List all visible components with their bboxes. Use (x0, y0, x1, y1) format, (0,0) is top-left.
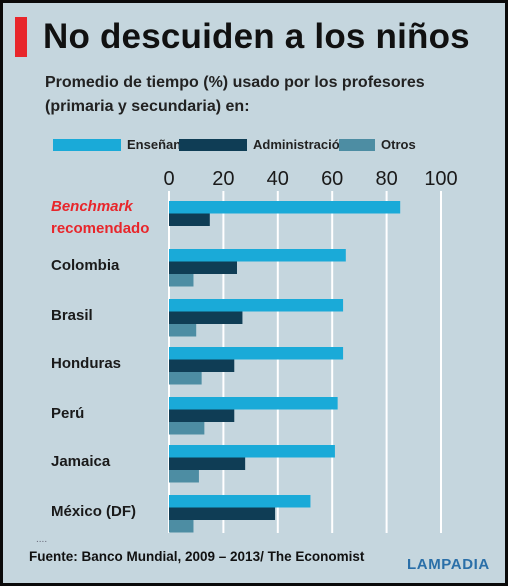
legend-label: Otros (381, 137, 416, 152)
legend-swatch-administraci-n (179, 139, 247, 151)
bar-ense-anza-1 (169, 249, 346, 262)
category-label: Perú (51, 405, 84, 422)
bar-otros-2 (169, 324, 197, 337)
chart-legend: Enseñanza Administración Otros (3, 135, 503, 157)
bar-administraci-n-4 (169, 409, 235, 422)
bar-otros-6 (169, 520, 194, 533)
bar-ense-anza-4 (169, 397, 338, 410)
category-label: Brasil (51, 307, 93, 324)
bar-administraci-n-0 (169, 213, 210, 226)
bar-ense-anza-5 (169, 445, 335, 458)
source-note: Fuente: Banco Mundial, 2009 – 2013/ The … (29, 549, 365, 564)
page-title: No descuiden a los niños (43, 17, 470, 56)
category-label: Jamaica (51, 453, 111, 470)
chart-subtitle: Promedio de tiempo (%) usado por los pro… (45, 74, 425, 115)
x-tick-label: 100 (424, 168, 457, 190)
bar-otros-3 (169, 372, 202, 385)
bar-administraci-n-3 (169, 359, 235, 372)
category-label: Colombia (51, 257, 120, 274)
bar-ense-anza-6 (169, 495, 311, 508)
bar-administraci-n-1 (169, 261, 237, 274)
x-tick-label: 60 (321, 168, 343, 190)
ellipsis-mark: .... (36, 534, 48, 545)
x-tick-label: 80 (375, 168, 397, 190)
lampadia-logo: LAMPADIA (407, 556, 490, 573)
bar-ense-anza-3 (169, 347, 344, 360)
bar-otros-5 (169, 470, 199, 483)
category-label: México (DF) (51, 503, 136, 520)
category-label: Benchmark (51, 198, 133, 215)
bar-administraci-n-5 (169, 457, 246, 470)
legend-label: Administración (253, 137, 348, 152)
bar-administraci-n-6 (169, 507, 276, 520)
bar-otros-1 (169, 274, 194, 287)
bar-ense-anza-0 (169, 201, 401, 214)
x-tick-label: 20 (212, 168, 234, 190)
category-label: recomendado (51, 220, 149, 237)
x-tick-label: 40 (267, 168, 289, 190)
bar-ense-anza-2 (169, 299, 344, 312)
x-tick-label: 0 (163, 168, 174, 190)
bar-otros-4 (169, 422, 205, 435)
bar-chart: 0 20 40 60 80 100 Benchmark recomendado Colombia… (51, 168, 458, 533)
bar-administraci-n-2 (169, 311, 243, 324)
title-accent-bar (15, 17, 27, 57)
legend-label: Enseñanza (127, 137, 195, 152)
category-label: Honduras (51, 355, 121, 372)
legend-swatch-ense-anza (53, 139, 121, 151)
legend-swatch-otros (339, 139, 375, 151)
